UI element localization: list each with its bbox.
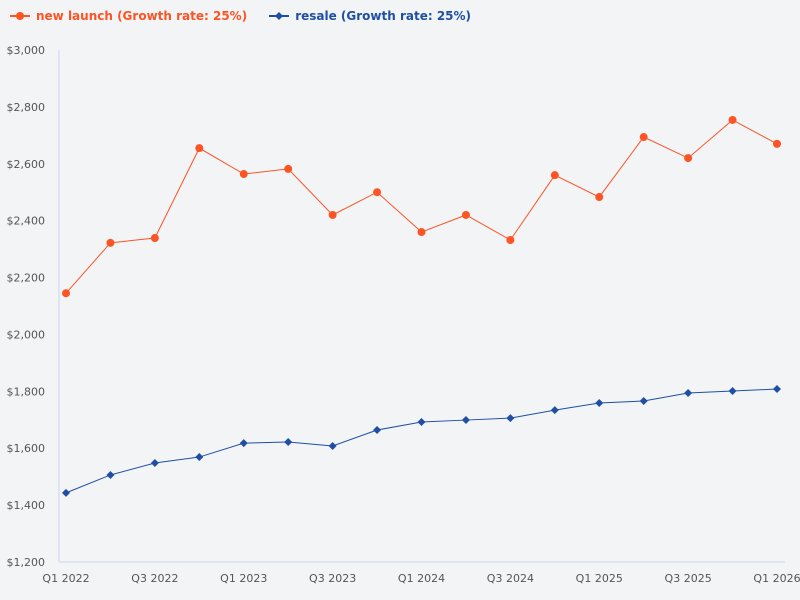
series-line bbox=[65, 119, 778, 294]
y-tick-label: $2,400 bbox=[7, 215, 46, 228]
data-point bbox=[728, 115, 737, 124]
y-tick-label: $2,200 bbox=[7, 272, 46, 285]
x-tick-label: Q3 2023 bbox=[309, 572, 356, 585]
data-point bbox=[684, 154, 693, 163]
data-point bbox=[417, 418, 426, 427]
data-point bbox=[728, 387, 737, 396]
data-point bbox=[284, 164, 293, 173]
series-resale bbox=[62, 385, 781, 497]
data-point bbox=[550, 171, 559, 180]
data-point bbox=[328, 210, 337, 219]
legend-label: new launch (Growth rate: 25%) bbox=[36, 9, 248, 23]
data-point bbox=[195, 144, 204, 153]
data-point bbox=[62, 488, 70, 497]
data-point bbox=[506, 414, 515, 423]
data-point bbox=[373, 188, 382, 197]
data-point bbox=[773, 385, 781, 394]
y-tick-label: $1,600 bbox=[7, 442, 46, 455]
data-point bbox=[417, 228, 426, 237]
data-point bbox=[106, 238, 115, 247]
data-point bbox=[239, 439, 248, 448]
y-tick-label: $2,000 bbox=[7, 328, 46, 341]
data-point bbox=[506, 236, 515, 245]
legend-item-new-launch[interactable]: new launch (Growth rate: 25%) bbox=[10, 9, 247, 23]
x-tick-label: Q1 2025 bbox=[576, 572, 623, 585]
x-tick-label: Q3 2024 bbox=[487, 572, 534, 585]
x-tick-label: Q1 2026 bbox=[753, 572, 800, 585]
diamond-marker-icon bbox=[269, 12, 290, 20]
y-tick-label: $2,600 bbox=[7, 158, 46, 171]
data-point bbox=[150, 459, 159, 468]
series-line bbox=[65, 388, 778, 494]
y-tick-label: $1,200 bbox=[7, 556, 46, 569]
data-point bbox=[773, 139, 781, 148]
data-point bbox=[106, 470, 115, 479]
y-tick-label: $3,000 bbox=[7, 44, 46, 57]
x-tick-label: Q1 2023 bbox=[220, 572, 267, 585]
data-point bbox=[239, 170, 248, 179]
data-point bbox=[639, 133, 648, 142]
data-point bbox=[639, 397, 648, 406]
legend-label: resale (Growth rate: 25%) bbox=[295, 9, 472, 23]
data-point bbox=[373, 426, 382, 435]
data-point bbox=[550, 406, 559, 415]
y-tick-label: $1,400 bbox=[7, 499, 46, 512]
data-point bbox=[62, 289, 70, 298]
x-tick-label: Q1 2024 bbox=[398, 572, 445, 585]
x-tick-label: Q3 2025 bbox=[665, 572, 712, 585]
x-tick-label: Q1 2022 bbox=[42, 572, 89, 585]
legend-item-resale[interactable]: resale (Growth rate: 25%) bbox=[269, 9, 471, 23]
x-tick-label: Q3 2022 bbox=[131, 572, 178, 585]
data-point bbox=[461, 210, 470, 219]
circle-marker-icon bbox=[10, 12, 30, 20]
data-point bbox=[684, 389, 693, 398]
data-point bbox=[595, 193, 604, 202]
y-tick-label: $2,800 bbox=[7, 101, 46, 114]
data-point bbox=[461, 416, 470, 425]
legend: new launch (Growth rate: 25%) resale (Gr… bbox=[10, 9, 471, 23]
data-point bbox=[150, 234, 159, 243]
data-point bbox=[284, 437, 293, 446]
data-point bbox=[595, 398, 604, 407]
y-tick-label: $1,800 bbox=[7, 385, 46, 398]
data-point bbox=[195, 453, 204, 462]
data-point bbox=[328, 441, 337, 450]
series-new-launch bbox=[62, 115, 781, 298]
